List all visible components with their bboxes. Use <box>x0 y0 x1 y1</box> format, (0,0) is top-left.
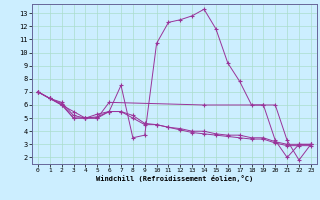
X-axis label: Windchill (Refroidissement éolien,°C): Windchill (Refroidissement éolien,°C) <box>96 175 253 182</box>
